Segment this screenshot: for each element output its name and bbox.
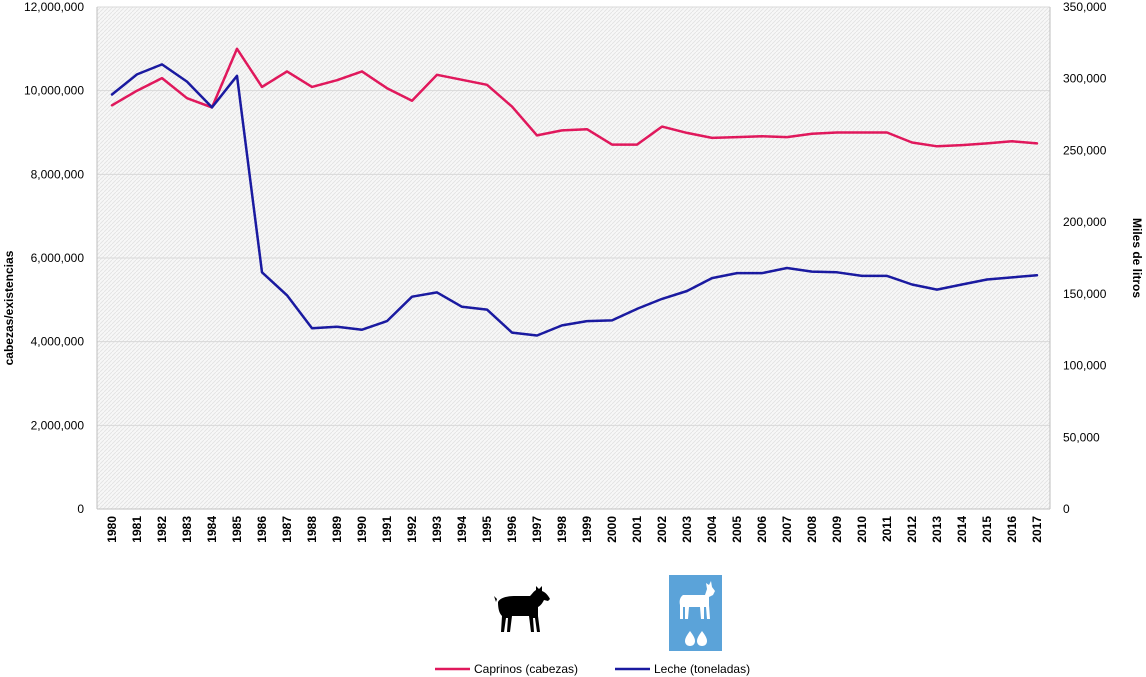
x-tick-label: 1995 <box>480 516 494 543</box>
right-tick-label: 150,000 <box>1063 287 1107 301</box>
x-tick-label: 1998 <box>555 516 569 543</box>
x-tick-label: 1991 <box>380 516 394 543</box>
x-tick-label: 2002 <box>655 516 669 543</box>
x-tick-label: 2004 <box>705 516 719 543</box>
axes <box>96 7 1051 510</box>
x-tick-label: 2006 <box>755 516 769 543</box>
x-tick-label: 2000 <box>605 516 619 543</box>
series-line-leche <box>110 63 1039 337</box>
x-tick-label: 1984 <box>205 516 219 543</box>
legend: Caprinos (cabezas) Leche (toneladas) <box>435 662 750 676</box>
x-tick-label: 2001 <box>630 516 644 543</box>
x-tick-label: 1989 <box>330 516 344 543</box>
x-axis-ticks: 1980 1981 1982 1983 1984 1985 1986 1987 1988 1989… <box>105 516 1044 543</box>
right-axis-ticks: 0 50,000 100,000 150,000 200,000 250,000 300,0… <box>1063 0 1107 516</box>
x-tick-label: 2015 <box>980 516 994 543</box>
x-tick-label: 2010 <box>855 516 869 543</box>
left-tick-label: 4,000,000 <box>31 335 85 349</box>
x-tick-label: 1986 <box>255 516 269 543</box>
legend-label-caprinos: Caprinos (cabezas) <box>474 662 578 676</box>
x-tick-label: 2013 <box>930 516 944 543</box>
x-tick-label: 1992 <box>405 516 419 543</box>
left-tick-label: 0 <box>77 502 84 516</box>
x-tick-label: 1981 <box>130 516 144 543</box>
left-axis-ticks: 0 2,000,000 4,000,000 6,000,000 8,000,000 10,… <box>24 0 84 516</box>
x-tick-label: 2014 <box>955 516 969 543</box>
x-tick-label: 1990 <box>355 516 369 543</box>
legend-label-leche: Leche (toneladas) <box>654 662 750 676</box>
x-tick-label: 2009 <box>830 516 844 543</box>
x-tick-label: 1996 <box>505 516 519 543</box>
left-tick-label: 2,000,000 <box>31 418 85 432</box>
right-tick-label: 100,000 <box>1063 359 1107 373</box>
x-tick-label: 2003 <box>680 516 694 543</box>
series-line-caprinos <box>110 47 1039 148</box>
x-tick-label: 1999 <box>580 516 594 543</box>
right-tick-label: 50,000 <box>1063 430 1100 444</box>
left-axis-title: cabezas/existencias <box>2 250 16 365</box>
right-tick-label: 350,000 <box>1063 0 1107 14</box>
series-lines <box>110 47 1039 337</box>
right-tick-label: 200,000 <box>1063 215 1107 229</box>
x-tick-label: 1987 <box>280 516 294 543</box>
x-tick-label: 2017 <box>1030 516 1044 543</box>
x-tick-label: 2007 <box>780 516 794 543</box>
right-tick-label: 300,000 <box>1063 72 1107 86</box>
goat-milk-icon <box>669 575 722 651</box>
x-tick-label: 1997 <box>530 516 544 543</box>
x-tick-label: 1993 <box>430 516 444 543</box>
x-tick-label: 2016 <box>1005 516 1019 543</box>
right-axis-title: Miles de litros <box>1130 218 1144 298</box>
x-tick-label: 2011 <box>880 516 894 542</box>
right-tick-label: 250,000 <box>1063 143 1107 157</box>
x-tick-label: 1994 <box>455 516 469 543</box>
right-tick-label: 0 <box>1063 502 1070 516</box>
left-tick-label: 6,000,000 <box>31 251 85 265</box>
x-tick-label: 1988 <box>305 516 319 543</box>
x-tick-label: 2005 <box>730 516 744 543</box>
x-tick-label: 1983 <box>180 516 194 543</box>
goat-silhouette-icon <box>494 586 550 632</box>
x-tick-label: 1980 <box>105 516 119 543</box>
x-tick-label: 2012 <box>905 516 919 543</box>
left-tick-label: 12,000,000 <box>24 0 84 14</box>
x-tick-label: 1985 <box>230 516 244 543</box>
left-tick-label: 8,000,000 <box>31 167 85 181</box>
left-tick-label: 10,000,000 <box>24 84 84 98</box>
x-tick-label: 1982 <box>155 516 169 543</box>
x-tick-label: 2008 <box>805 516 819 543</box>
